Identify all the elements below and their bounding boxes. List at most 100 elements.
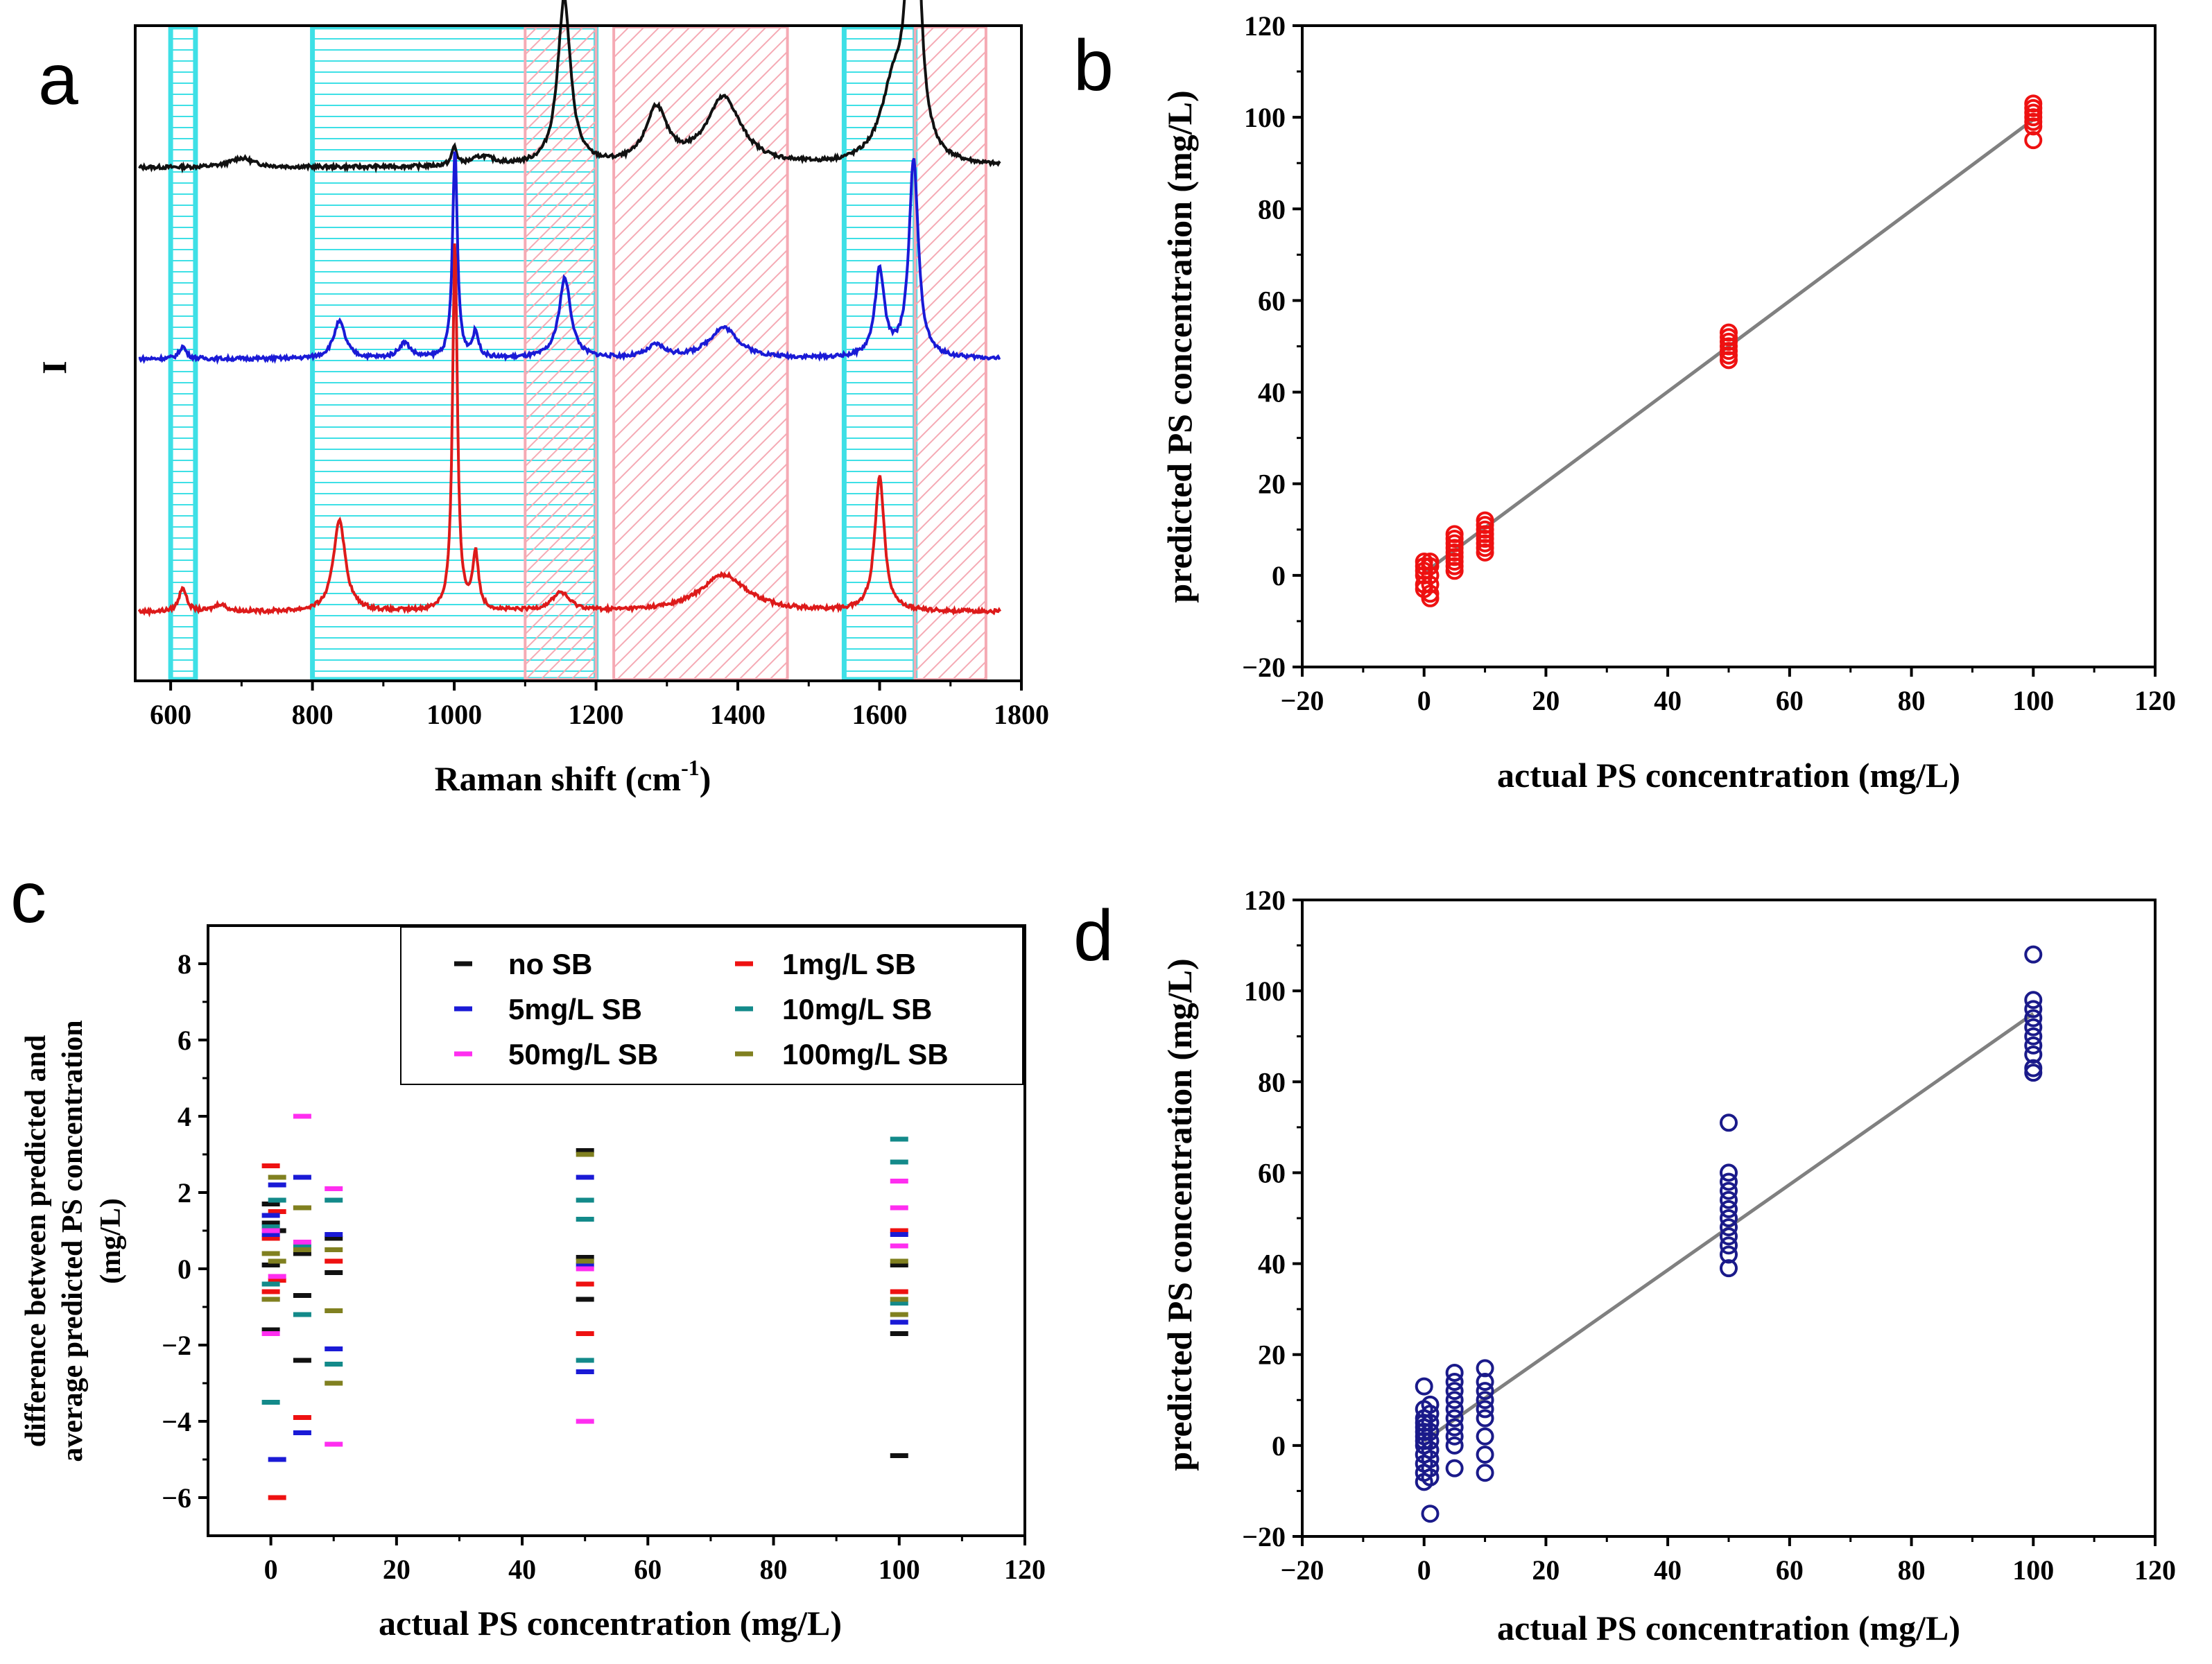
panel-d-point [1421, 1404, 1440, 1423]
panel-b-point [2024, 131, 2043, 150]
panel-d-point [1720, 1236, 1738, 1255]
panel-d-point [1421, 1505, 1440, 1523]
panel-d-point [1720, 1199, 1738, 1218]
panel-d-xtick-label: 60 [1776, 1554, 1804, 1586]
panel-d-ytick-label: −20 [1242, 1521, 1286, 1552]
spectrum-blue [138, 151, 1001, 365]
panel-d-point [1421, 1468, 1440, 1487]
panel-b-point [1445, 525, 1464, 544]
panel-d-fit-line [1423, 1012, 2034, 1443]
panel-c-ytick-label: 0 [178, 1254, 191, 1285]
panel-b-xtick-label: 120 [2134, 685, 2176, 716]
panel-c-ylabel-line-3: (mg/L) [95, 1198, 127, 1284]
panel-b-xtick-label: 40 [1654, 685, 1682, 716]
panel-d-xtick-label: 40 [1654, 1554, 1682, 1586]
panel-c-x-ticks: 0 20 40 60 80 100 120 [264, 1536, 1046, 1585]
panel-a-frame [134, 24, 1023, 682]
panel-d-point [1476, 1464, 1494, 1482]
panel-c: c 0 20 40 60 80 100 120 −6 −4 −2 0 2 4 6 8 no SB 1mg/L… [10, 858, 1046, 1643]
panel-c-ytick-label: −6 [162, 1482, 191, 1514]
panel-c-ytick-label: −2 [162, 1330, 191, 1361]
panel-d-xtick-label: 120 [2134, 1554, 2176, 1586]
panel-d-point [1445, 1382, 1464, 1401]
legend-label: 100mg/L SB [782, 1038, 949, 1071]
panel-b-letter: b [1073, 26, 1114, 106]
panel-c-points [261, 1113, 908, 1500]
panel-d-point [1445, 1363, 1464, 1382]
panel-d-point [1445, 1373, 1464, 1392]
panel-a-region-0 [168, 24, 198, 682]
panel-d-xtick-label: 100 [2012, 1554, 2054, 1586]
panel-d-point [1720, 1113, 1738, 1132]
panel-b-xtick-label: 80 [1898, 685, 1926, 716]
panel-b-point [1476, 511, 1494, 530]
panel-d-letter: d [1073, 896, 1114, 976]
panel-b-point [1421, 553, 1440, 571]
panel-c-xtick-label: 20 [383, 1554, 411, 1585]
panel-d-point [1421, 1459, 1440, 1477]
panel-a-xtick-label: 800 [292, 699, 334, 730]
panel-a-xtick-label: 600 [150, 699, 191, 730]
panel-a-xtick-label: 1000 [426, 699, 482, 730]
panel-b-xlabel: actual PS concentration (mg/L) [1497, 756, 1960, 795]
panel-d-x-ticks: −20 0 20 40 60 80 100 120 [1281, 1536, 2176, 1586]
panel-d-ytick-label: 100 [1244, 976, 1286, 1007]
panel-d-point [2024, 1000, 2043, 1019]
panel-d-point [1421, 1432, 1440, 1450]
panel-c-letter: c [10, 858, 46, 938]
panel-d-point [1720, 1190, 1738, 1209]
panel-c-xtick-label: 0 [264, 1554, 278, 1585]
panel-c-ytick-label: 6 [178, 1025, 191, 1056]
panel-a-x-ticks: 600 800 1000 1200 1400 1600 1800 [150, 681, 1049, 730]
panel-d-point [2024, 1018, 2043, 1037]
panel-b-xtick-label: 20 [1532, 685, 1559, 716]
panel-d-point [1720, 1227, 1738, 1246]
panel-b-ytick-label: 60 [1258, 285, 1286, 316]
panel-b-y-ticks: −20 0 20 40 60 80 100 120 [1242, 10, 1302, 683]
panel-b-ytick-label: 40 [1258, 377, 1286, 408]
panel-d-ytick-label: 40 [1258, 1249, 1286, 1280]
panel-d-point [1445, 1400, 1464, 1419]
panel-d-ytick-label: 20 [1258, 1340, 1286, 1371]
panel-d-point [1720, 1245, 1738, 1264]
panel-d-point [1445, 1418, 1464, 1437]
panel-b-points [1415, 94, 2043, 607]
panel-c-xtick-label: 40 [508, 1554, 536, 1585]
panel-d-ylabel: predicted PS concentration (mg/L) [1160, 958, 1199, 1471]
panel-b-point [1720, 323, 1738, 342]
panel-b-fit-line-path [1423, 118, 2034, 575]
panel-a-xlabel: Raman shift (cm-1) [435, 755, 711, 798]
panel-b-point [1421, 575, 1440, 594]
panel-c-ylabel-line-2: average predicted PS concentration [57, 1020, 89, 1462]
panel-d-point [2024, 1036, 2043, 1055]
panel-d-point [1720, 1218, 1738, 1237]
panel-d-points [1415, 945, 2043, 1523]
panel-c-legend-box [400, 926, 1023, 1085]
legend-label: no SB [508, 948, 592, 980]
panel-d-point [1445, 1436, 1464, 1455]
panel-d-point [1421, 1423, 1440, 1441]
panel-d-point [2024, 1027, 2043, 1046]
panel-a-xtick-label: 1400 [710, 699, 766, 730]
panel-d-point [1476, 1427, 1494, 1446]
panel-d-point [1421, 1441, 1440, 1459]
panel-d-point [1720, 1259, 1738, 1278]
panel-c-ytick-label: −4 [162, 1406, 191, 1437]
legend-label: 1mg/L SB [782, 948, 916, 980]
panel-d-point [1445, 1409, 1464, 1428]
panel-d-xtick-label: 0 [1417, 1554, 1431, 1586]
panel-d-point [2024, 945, 2043, 964]
panel-b: b −20 0 20 40 60 80 100 120 −20020406080100120 … [1073, 10, 2176, 795]
spectrum-red [137, 243, 1002, 618]
panel-b-ytick-label: 0 [1272, 560, 1286, 591]
panel-c-xtick-label: 100 [879, 1554, 920, 1585]
panel-d-point [1415, 1377, 1433, 1396]
panel-d-point [1476, 1445, 1494, 1464]
panel-b-xtick-label: 0 [1417, 685, 1431, 716]
panel-d-xlabel: actual PS concentration (mg/L) [1497, 1609, 1960, 1647]
panel-b-ytick-label: 120 [1244, 10, 1286, 42]
panel-d-point [1476, 1391, 1494, 1410]
panel-d-point [2024, 991, 2043, 1009]
panel-d-point [1476, 1373, 1494, 1392]
